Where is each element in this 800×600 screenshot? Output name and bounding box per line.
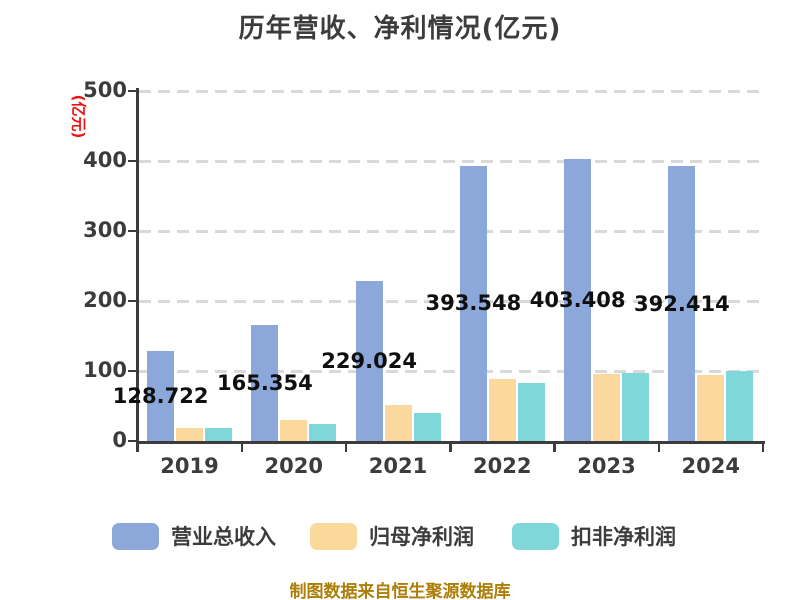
y-tick-label-100: 100 (83, 358, 127, 382)
y-axis (136, 88, 139, 444)
x-tick-label-2023: 2023 (577, 454, 636, 478)
legend-item-net-profit: 归母净利润 (310, 521, 474, 551)
x-tick-mark-1 (240, 443, 243, 452)
bar-revenue-2020 (251, 325, 279, 441)
legend-label-revenue: 营业总收入 (171, 525, 276, 549)
y-tick-mark-100 (128, 369, 137, 373)
x-tick-mark-3 (449, 443, 452, 452)
gridline-100 (138, 369, 763, 373)
x-tick-mark-5 (657, 443, 660, 452)
legend-label-net-profit: 归母净利润 (369, 525, 474, 549)
value-label-2019: 128.722 (112, 383, 209, 408)
bar-revenue-2024 (668, 166, 696, 441)
bar-deducted-net-profit-2023 (622, 372, 650, 441)
bar-net-profit-2022 (488, 379, 516, 441)
bar-deducted-net-profit-2021 (413, 412, 441, 441)
x-axis (136, 440, 765, 444)
x-tick-mark-6 (761, 443, 765, 452)
bar-revenue-2021 (355, 280, 383, 441)
legend-swatch-net-profit (310, 522, 357, 550)
y-tick-mark-400 (128, 159, 137, 163)
value-label-2024: 392.414 (634, 291, 730, 316)
y-tick-label-200: 200 (83, 288, 127, 312)
y-tick-mark-300 (128, 229, 137, 233)
x-tick-label-2022: 2022 (473, 454, 532, 478)
y-tick-label-0: 0 (112, 428, 127, 452)
legend-item-revenue: 营业总收入 (112, 521, 276, 551)
bar-net-profit-2023 (593, 373, 621, 441)
value-label-2022: 393.548 (425, 291, 522, 316)
bar-revenue-2019 (147, 350, 175, 441)
y-tick-mark-0 (128, 439, 137, 443)
y-tick-mark-500 (128, 89, 137, 93)
bar-deducted-net-profit-2020 (309, 424, 337, 441)
legend-swatch-deducted-net-profit (512, 522, 559, 550)
gridline-200 (138, 299, 763, 303)
x-tick-label-2021: 2021 (368, 454, 428, 478)
bar-net-profit-2019 (176, 428, 204, 441)
x-tick-mark-2 (344, 443, 348, 452)
value-label-2023: 403.408 (529, 287, 626, 312)
bar-revenue-2022 (459, 165, 487, 441)
source-note: 制图数据来自恒生聚源数据库 (289, 582, 511, 600)
y-tick-label-400: 400 (83, 148, 127, 172)
bar-deducted-net-profit-2024 (726, 371, 754, 441)
y-tick-label-300: 300 (83, 218, 127, 242)
legend-item-deducted-net-profit: 扣非净利润 (512, 521, 676, 551)
x-tick-label-2020: 2020 (264, 454, 323, 478)
y-tick-label-500: 500 (83, 78, 127, 102)
bar-net-profit-2024 (697, 374, 725, 441)
gridline-500 (138, 89, 763, 93)
legend: 营业总收入 归母净利润 扣非净利润 (0, 521, 800, 551)
chart-title: 历年营收、净利情况(亿元) (238, 14, 562, 44)
bar-net-profit-2021 (384, 405, 412, 441)
bar-revenue-2023 (564, 158, 592, 441)
gridline-300 (138, 229, 763, 233)
legend-swatch-revenue (112, 522, 159, 550)
x-tick-mark-4 (553, 443, 556, 452)
bar-net-profit-2020 (280, 420, 308, 441)
gridline-400 (138, 159, 763, 163)
bar-deducted-net-profit-2022 (517, 383, 545, 441)
value-label-2020: 165.354 (217, 371, 313, 396)
x-tick-mark-0 (136, 443, 139, 452)
value-label-2021: 229.024 (321, 348, 417, 373)
legend-label-deducted-net-profit: 扣非净利润 (571, 525, 676, 549)
x-tick-label-2019: 2019 (160, 454, 219, 478)
y-tick-mark-200 (128, 299, 137, 303)
bar-deducted-net-profit-2019 (205, 427, 233, 441)
x-tick-label-2024: 2024 (681, 454, 740, 478)
